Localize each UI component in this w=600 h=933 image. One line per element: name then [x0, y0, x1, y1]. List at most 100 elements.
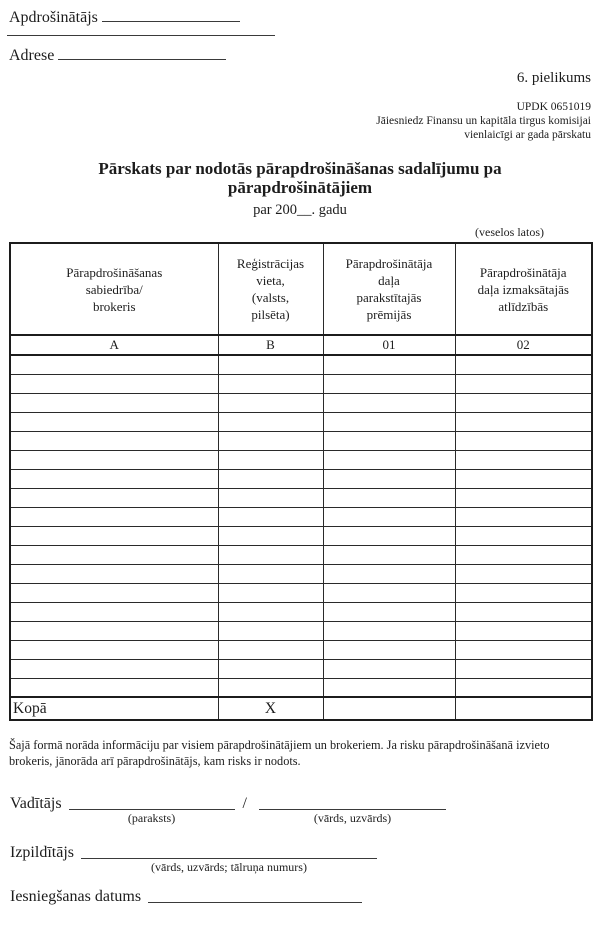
- submission-date-row: Iesniegšanas datums: [10, 887, 591, 907]
- empty-cell: [9, 468, 219, 489]
- column-code-02: 02: [454, 334, 593, 356]
- total-x-mark: X: [217, 696, 324, 721]
- empty-row: [9, 506, 593, 527]
- empty-row: [9, 544, 593, 565]
- empty-cell: [9, 373, 219, 394]
- report-table: Pārapdrošināšanas sabiedrība/ brokeris R…: [9, 242, 593, 721]
- empty-cell: [322, 430, 456, 451]
- empty-cell: [454, 544, 593, 565]
- empty-cell: [322, 506, 456, 527]
- empty-cell: [454, 392, 593, 413]
- empty-cell: [9, 563, 219, 584]
- empty-cell: [322, 468, 456, 489]
- empty-cell: [322, 411, 456, 432]
- form-title-line1: Pārskats par nodotās pārapdrošināšanas s…: [98, 159, 502, 178]
- empty-cell: [322, 487, 456, 508]
- insurer-blank: [101, 7, 240, 22]
- empty-cell: [454, 468, 593, 489]
- empty-row: [9, 658, 593, 679]
- submit-note-line2: vienlaicīgi ar gada pārskatu: [464, 129, 591, 141]
- form-title: Pārskats par nodotās pārapdrošināšanas s…: [9, 159, 591, 197]
- total-row: Kopā X: [9, 696, 593, 721]
- empty-cell: [454, 430, 593, 451]
- empty-cell: [9, 639, 219, 660]
- column-header-claims: Pārapdrošinātāja daļa izmaksātajās atlīd…: [454, 242, 593, 336]
- empty-cell: [217, 373, 324, 394]
- executor-blank-group: (vārds, uzvārds; tālruņa numurs): [80, 843, 377, 875]
- manager-name-blank: [259, 794, 446, 810]
- empty-cell: [454, 506, 593, 527]
- empty-cell: [217, 506, 324, 527]
- executor-blank: [80, 843, 377, 859]
- empty-row: [9, 430, 593, 451]
- empty-cell: [454, 620, 593, 641]
- executor-signature-row: Izpildītājs (vārds, uzvārds; tālruņa num…: [10, 843, 591, 875]
- empty-row: [9, 487, 593, 508]
- slash-separator: /: [242, 795, 247, 812]
- empty-cell: [217, 544, 324, 565]
- empty-cell: [217, 354, 324, 375]
- executor-label: Izpildītājs: [10, 844, 74, 861]
- manager-signature-row: Vadītājs (paraksts) / (vārds, uzvārds): [10, 794, 591, 826]
- empty-cell: [322, 582, 456, 603]
- empty-cell: [454, 487, 593, 508]
- empty-cell: [454, 449, 593, 470]
- empty-cell: [322, 563, 456, 584]
- form-title-line2: pārapdrošinātājiem: [227, 178, 373, 197]
- signature-sublabel: (paraksts): [127, 811, 176, 825]
- empty-cell: [9, 392, 219, 413]
- empty-row: [9, 411, 593, 432]
- column-code-01: 01: [322, 334, 456, 356]
- empty-row: [9, 582, 593, 603]
- empty-cell: [9, 677, 219, 698]
- empty-cell: [322, 354, 456, 375]
- empty-cell: [9, 487, 219, 508]
- manager-label: Vadītājs: [10, 795, 62, 812]
- empty-cell: [9, 411, 219, 432]
- empty-cell: [9, 449, 219, 470]
- empty-cell: [217, 582, 324, 603]
- empty-cell: [217, 639, 324, 660]
- insurer-field: Apdrošinātājs: [9, 7, 591, 28]
- empty-row: [9, 639, 593, 660]
- empty-cell: [9, 430, 219, 451]
- column-header-premiums: Pārapdrošinātāja daļa parakstītajās prēm…: [322, 242, 456, 336]
- empty-cell: [454, 658, 593, 679]
- updk-code: UPDK 0651019: [516, 101, 591, 113]
- empty-cell: [217, 658, 324, 679]
- empty-cell: [322, 601, 456, 622]
- empty-cell: [454, 563, 593, 584]
- empty-cell: [454, 373, 593, 394]
- empty-cell: [217, 620, 324, 641]
- column-code-a: A: [9, 334, 219, 356]
- empty-cell: [9, 525, 219, 546]
- empty-cell: [322, 658, 456, 679]
- total-label: Kopā: [9, 696, 219, 721]
- empty-cell: [217, 487, 324, 508]
- insurer-label: Apdrošinātājs: [9, 9, 98, 26]
- table-body: [9, 354, 593, 698]
- empty-cell: [9, 506, 219, 527]
- address-blank: [58, 45, 227, 60]
- empty-row: [9, 354, 593, 375]
- empty-row: [9, 468, 593, 489]
- address-field: Adrese: [9, 45, 591, 66]
- empty-row: [9, 563, 593, 584]
- manager-signature-blank-group: (paraksts): [68, 794, 235, 826]
- units-note: (veselos latos): [475, 225, 544, 239]
- updk-block: UPDK 0651019 Jāiesniedz Finansu un kapit…: [9, 100, 591, 142]
- footnote: Šajā formā norāda informāciju par visiem…: [9, 738, 550, 768]
- empty-cell: [454, 525, 593, 546]
- empty-cell: [322, 449, 456, 470]
- empty-cell: [9, 544, 219, 565]
- empty-cell: [9, 601, 219, 622]
- empty-row: [9, 677, 593, 698]
- empty-cell: [9, 354, 219, 375]
- empty-cell: [217, 449, 324, 470]
- empty-cell: [9, 582, 219, 603]
- column-code-row: A B 01 02: [9, 334, 593, 356]
- empty-row: [9, 601, 593, 622]
- empty-cell: [454, 354, 593, 375]
- empty-cell: [322, 639, 456, 660]
- empty-row: [9, 392, 593, 413]
